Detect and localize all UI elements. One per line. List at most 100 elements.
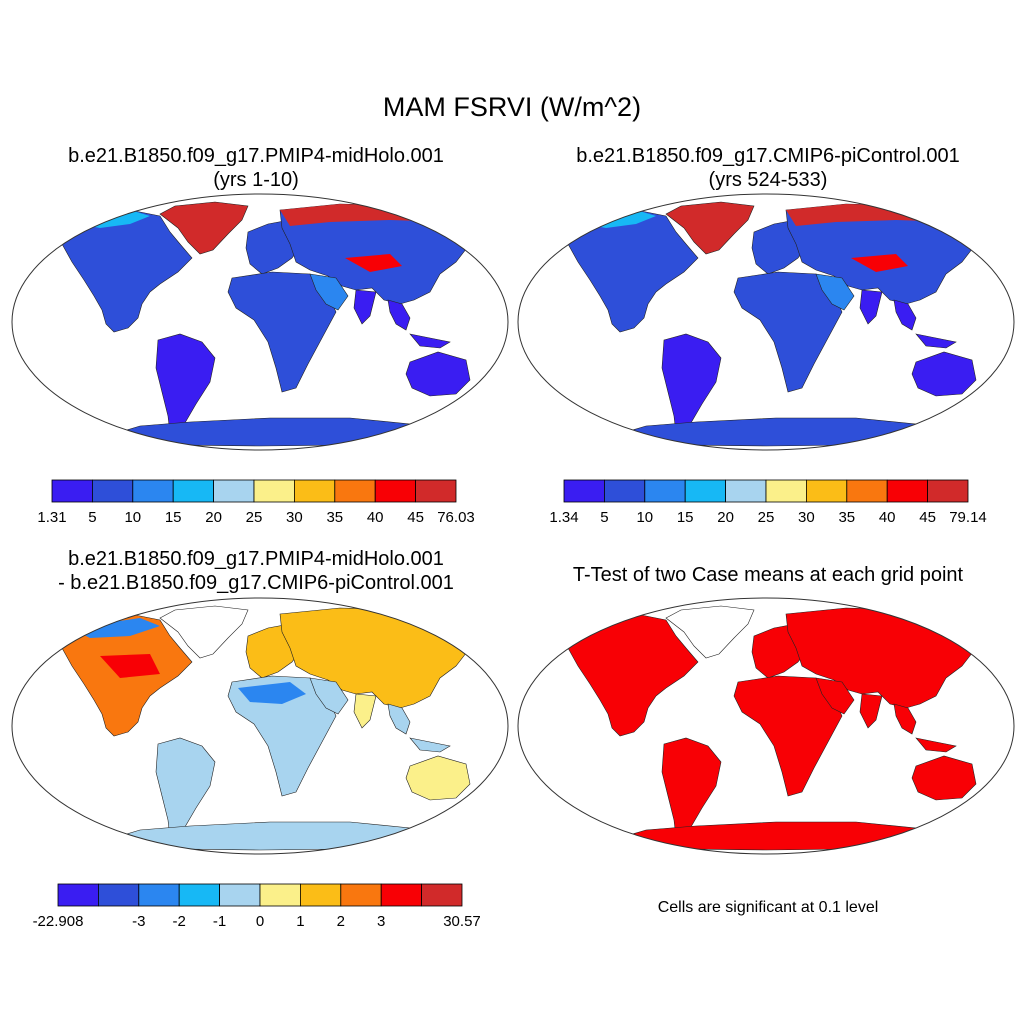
colorbar-swatch [92,479,134,503]
panel-3-title: b.e21.B1850.f09_g17.PMIP4-midHolo.001 - … [0,547,512,595]
panel-4-title-line1: T-Test of two Case means at each grid po… [572,564,964,586]
antarctica-region [594,821,977,851]
greenland-region [665,201,755,255]
colorbar-label: 1.34 [549,509,578,526]
colorbar-label: 30 [798,509,815,526]
colorbar-swatch [421,883,463,907]
colorbar-swatch [805,479,848,503]
colorbar-swatch [334,479,376,503]
colorbar-label: 40 [879,509,896,526]
tibet-region [851,254,908,272]
antarctica-region [88,821,471,851]
map-border [517,597,1015,855]
arabia-region [309,273,349,311]
colorbar-label: 30 [286,509,303,526]
panel-1-title-line1: b.e21.B1850.f09_g17.PMIP4-midHolo.001 [68,145,444,167]
colorbar-label: 10 [124,509,141,526]
colorbar-swatch [380,883,423,907]
panel-3-title-line2: - b.e21.B1850.f09_g17.CMIP6-piControl.00… [58,572,454,594]
map-panel-2 [517,193,1015,451]
colorbar-swatch [886,479,929,503]
colorbar-swatch [846,479,888,503]
colorbar-label: 35 [326,509,343,526]
colorbar-swatch [213,479,255,503]
colorbar-swatch [51,479,93,503]
arctic-decrease-region [70,618,160,638]
colorbar-label: 25 [758,509,775,526]
islands-region [409,737,451,753]
colorbar-swatch [644,479,686,503]
colorbar-swatch [725,479,767,503]
colorbar-label: 30.57 [443,913,481,930]
panel-1-title: b.e21.B1850.f09_g17.PMIP4-midHolo.001 (y… [0,144,512,192]
seAsia-region [387,703,411,735]
greenland-region [159,605,249,659]
colorbar-swatch [604,479,646,503]
colorbar-label: 0 [256,913,264,930]
india-region [353,693,377,729]
southAmerica-region [155,737,216,839]
antarctica-region [594,417,977,447]
map-border [11,597,509,855]
australia-region [911,755,977,801]
colorbar-label: 15 [677,509,694,526]
australia-region [405,755,471,801]
map-panel-4 [517,597,1015,855]
panel-2-title-line1: b.e21.B1850.f09_g17.CMIP6-piControl.001 [576,145,960,167]
colorbar-swatch [259,883,301,907]
north-america-increase-region [100,654,160,678]
colorbar-1: 1.31 5 10 15 20 25 30 35 40 45 76.03 [37,479,475,526]
colorbar-swatch [927,479,969,503]
colorbar-label: 45 [407,509,424,526]
colorbar-swatch [293,479,336,503]
colorbar-swatch [415,479,457,503]
colorbar-swatch [684,479,726,503]
map-panel-1 [11,193,509,451]
colorbar-label: 5 [600,509,608,526]
colorbar-swatch [299,883,342,907]
panel-2-title: b.e21.B1850.f09_g17.CMIP6-piControl.001 … [512,144,1024,192]
colorbar-label: 20 [717,509,734,526]
colorbar-swatch [98,883,140,907]
colorbar-2: 1.34 5 10 15 20 25 30 35 40 45 79.14 [549,479,987,526]
tibet-region [345,254,402,272]
seAsia-region [893,703,917,735]
colorbar-swatch [340,883,382,907]
panel-3-title-line1: b.e21.B1850.f09_g17.PMIP4-midHolo.001 [68,548,444,570]
colorbar-swatch [178,883,220,907]
colorbar-label: -22.908 [33,913,84,930]
antarctica-region [88,417,471,447]
colorbar-label: 25 [246,509,263,526]
colorbar-swatch [138,883,180,907]
greenland-region [159,201,249,255]
colorbar-swatch [132,479,174,503]
arabia-region [815,677,855,715]
southAmerica-region [661,333,722,435]
colorbar-label: -2 [173,913,186,930]
india-region [859,289,883,325]
panel-2-title-line2: (yrs 524-533) [708,169,828,191]
northAmerica-region [61,209,193,333]
colorbar-3: -22.908 -3 -2 -1 0 1 2 3 30.57 [33,883,481,930]
islands-region [915,333,957,349]
colorbar-label: 20 [205,509,222,526]
colorbar-label: 15 [165,509,182,526]
colorbar-swatch [374,479,417,503]
colorbar-label: 1.31 [37,509,66,526]
sahara-decrease-region [238,682,306,704]
islands-region [409,333,451,349]
india-region [859,693,883,729]
australia-region [911,351,977,397]
southAmerica-region [661,737,722,839]
colorbar-swatch [765,479,807,503]
map-panel-3 [11,597,509,855]
colorbar-label: 3 [377,913,385,930]
colorbar-swatch [219,883,261,907]
colorbar-swatch [57,883,99,907]
islands-region [915,737,957,753]
colorbar-swatch [253,479,295,503]
colorbar-label: 1 [296,913,304,930]
seAsia-region [387,299,411,331]
southAmerica-region [155,333,216,435]
colorbar-label: 79.14 [949,509,987,526]
